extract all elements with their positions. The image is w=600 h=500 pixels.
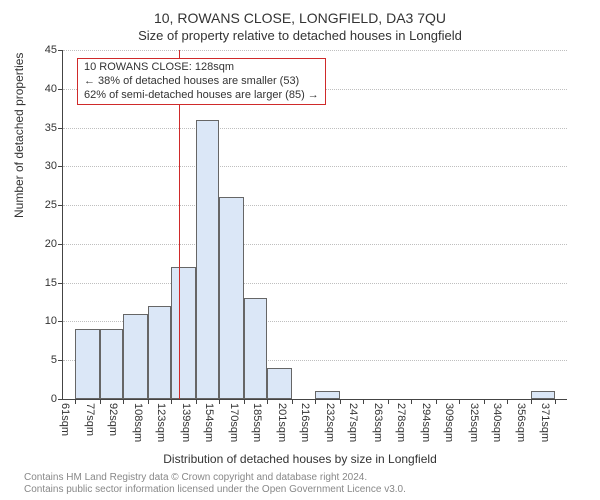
y-tick-label: 45 xyxy=(45,44,63,56)
chart-title: 10, ROWANS CLOSE, LONGFIELD, DA3 7QU xyxy=(0,10,600,26)
gridline xyxy=(63,283,567,284)
footer-line: Contains public sector information licen… xyxy=(24,484,406,496)
x-tick-label: 77sqm xyxy=(84,403,96,436)
y-tick-label: 5 xyxy=(51,354,63,366)
x-tick xyxy=(100,399,101,404)
x-tick-label: 247sqm xyxy=(347,403,359,442)
y-tick-label: 15 xyxy=(45,277,63,289)
gridline xyxy=(63,128,567,129)
histogram-bar xyxy=(148,306,171,399)
x-tick-label: 294sqm xyxy=(420,403,432,442)
y-tick-label: 25 xyxy=(45,199,63,211)
x-tick xyxy=(315,399,316,404)
plot-area: 05101520253035404561sqm77sqm92sqm108sqm1… xyxy=(62,50,567,400)
footer-attribution: Contains HM Land Registry data © Crown c… xyxy=(24,472,406,495)
histogram-bar xyxy=(267,368,292,399)
footer-line: Contains HM Land Registry data © Crown c… xyxy=(24,472,406,484)
chart-subtitle: Size of property relative to detached ho… xyxy=(0,28,600,43)
x-tick xyxy=(171,399,172,404)
x-tick xyxy=(75,399,76,404)
histogram-bar xyxy=(531,391,554,399)
x-tick-label: 61sqm xyxy=(59,403,71,436)
y-tick-label: 35 xyxy=(45,122,63,134)
x-tick xyxy=(244,399,245,404)
annotation-box: 10 ROWANS CLOSE: 128sqm ← 38% of detache… xyxy=(77,58,326,105)
x-tick-label: 108sqm xyxy=(132,403,144,442)
x-tick-label: 92sqm xyxy=(107,403,119,436)
histogram-bar xyxy=(75,329,100,399)
x-tick-label: 123sqm xyxy=(155,403,167,442)
x-tick-label: 170sqm xyxy=(228,403,240,442)
gridline xyxy=(63,244,567,245)
histogram-bar xyxy=(219,197,244,399)
x-tick xyxy=(555,399,556,404)
x-tick xyxy=(123,399,124,404)
x-tick xyxy=(340,399,341,404)
annotation-line: ← 38% of detached houses are smaller (53… xyxy=(84,75,319,89)
x-tick-label: 232sqm xyxy=(324,403,336,442)
x-tick-label: 278sqm xyxy=(395,403,407,442)
histogram-bar xyxy=(123,314,148,399)
histogram-bar xyxy=(196,120,219,399)
histogram-bar xyxy=(171,267,196,399)
x-tick xyxy=(411,399,412,404)
x-tick-label: 356sqm xyxy=(515,403,527,442)
histogram-bar xyxy=(315,391,340,399)
x-tick xyxy=(219,399,220,404)
x-axis-title: Distribution of detached houses by size … xyxy=(0,452,600,466)
x-tick-label: 154sqm xyxy=(203,403,215,442)
histogram-bar xyxy=(100,329,123,399)
x-tick-label: 325sqm xyxy=(468,403,480,442)
x-tick xyxy=(363,399,364,404)
x-tick-label: 340sqm xyxy=(491,403,503,442)
x-tick-label: 371sqm xyxy=(539,403,551,442)
histogram-bar xyxy=(244,298,267,399)
gridline xyxy=(63,50,567,51)
x-tick-label: 201sqm xyxy=(276,403,288,442)
x-tick xyxy=(292,399,293,404)
x-tick xyxy=(196,399,197,404)
x-tick xyxy=(484,399,485,404)
x-tick-label: 216sqm xyxy=(299,403,311,442)
annotation-line: 62% of semi-detached houses are larger (… xyxy=(84,89,319,103)
gridline xyxy=(63,205,567,206)
y-tick-label: 20 xyxy=(45,238,63,250)
x-tick xyxy=(459,399,460,404)
annotation-line: 10 ROWANS CLOSE: 128sqm xyxy=(84,61,319,75)
x-tick xyxy=(267,399,268,404)
x-tick-label: 185sqm xyxy=(251,403,263,442)
x-tick-label: 263sqm xyxy=(372,403,384,442)
y-axis-title: Number of detached properties xyxy=(12,53,26,218)
gridline xyxy=(63,166,567,167)
y-tick-label: 10 xyxy=(45,315,63,327)
x-tick xyxy=(436,399,437,404)
x-tick-label: 139sqm xyxy=(180,403,192,442)
x-tick xyxy=(507,399,508,404)
y-tick-label: 30 xyxy=(45,160,63,172)
x-tick xyxy=(531,399,532,404)
x-tick xyxy=(148,399,149,404)
x-tick xyxy=(388,399,389,404)
y-tick-label: 40 xyxy=(45,83,63,95)
x-tick-label: 309sqm xyxy=(443,403,455,442)
chart-container: 10, ROWANS CLOSE, LONGFIELD, DA3 7QU Siz… xyxy=(0,0,600,500)
